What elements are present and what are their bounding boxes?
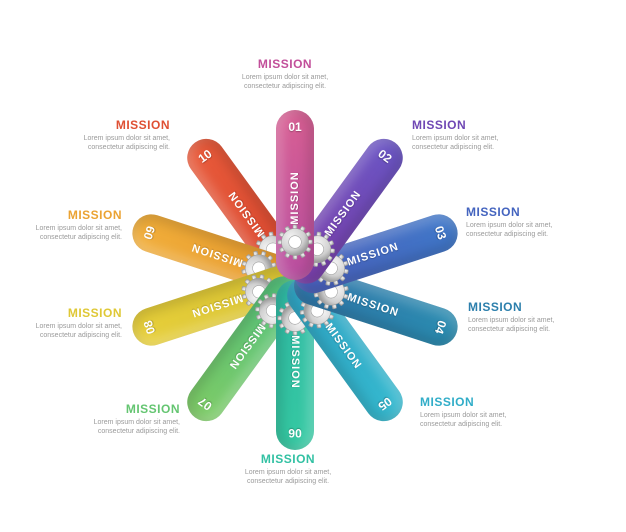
label-body: Lorem ipsum dolor sit amet, consectetur … <box>468 316 578 335</box>
label-10: MISSION Lorem ipsum dolor sit amet, conse… <box>60 118 170 153</box>
label-09: MISSION Lorem ipsum dolor sit amet, conse… <box>12 208 122 243</box>
infographic-stage: 01MISSION 02MISSION 03MISSION <box>0 0 626 532</box>
label-body: Lorem ipsum dolor sit amet, consectetur … <box>420 411 530 430</box>
petal-number: 04 <box>428 307 453 347</box>
label-body: Lorem ipsum dolor sit amet, consectetur … <box>230 73 340 92</box>
label-06: MISSION Lorem ipsum dolor sit amet, conse… <box>233 452 343 487</box>
label-title: MISSION <box>60 118 170 132</box>
petal-label: MISSION <box>226 189 267 239</box>
petal-number: 05 <box>365 387 404 421</box>
label-title: MISSION <box>70 402 180 416</box>
gear-icon <box>277 224 313 260</box>
petal-01: 01 MISSION <box>276 110 314 280</box>
label-05: MISSION Lorem ipsum dolor sit amet, conse… <box>420 395 530 430</box>
label-08: MISSION Lorem ipsum dolor sit amet, conse… <box>12 306 122 341</box>
petal-number: 08 <box>137 307 162 347</box>
label-01: MISSION Lorem ipsum dolor sit amet, conse… <box>230 57 340 92</box>
petal-label: MISSION <box>226 321 267 371</box>
label-body: Lorem ipsum dolor sit amet, consectetur … <box>466 221 576 240</box>
petal-number: 10 <box>186 139 225 173</box>
label-03: MISSION Lorem ipsum dolor sit amet, conse… <box>466 205 576 240</box>
petal-label: MISSION <box>190 241 245 269</box>
petal-label: MISSION <box>346 291 401 319</box>
petal-label: MISSION <box>323 189 364 239</box>
petal-number: 01 <box>276 120 314 134</box>
petal-number: 09 <box>137 212 162 252</box>
petal-number: 03 <box>428 212 453 252</box>
label-body: Lorem ipsum dolor sit amet, consectetur … <box>233 468 343 487</box>
label-body: Lorem ipsum dolor sit amet, consectetur … <box>70 418 180 437</box>
label-title: MISSION <box>468 300 578 314</box>
petal-label: MISSION <box>289 171 301 224</box>
label-title: MISSION <box>12 306 122 320</box>
petal-label: MISSION <box>289 335 301 388</box>
label-title: MISSION <box>466 205 576 219</box>
label-title: MISSION <box>420 395 530 409</box>
petal-number: 02 <box>365 139 404 173</box>
label-04: MISSION Lorem ipsum dolor sit amet, conse… <box>468 300 578 335</box>
label-body: Lorem ipsum dolor sit amet, consectetur … <box>60 134 170 153</box>
petal-label: MISSION <box>190 291 245 319</box>
label-body: Lorem ipsum dolor sit amet, consectetur … <box>12 224 122 243</box>
label-title: MISSION <box>412 118 522 132</box>
petal-number: 07 <box>186 387 225 421</box>
label-title: MISSION <box>233 452 343 466</box>
petal-label: MISSION <box>323 321 364 371</box>
label-body: Lorem ipsum dolor sit amet, consectetur … <box>12 322 122 341</box>
label-title: MISSION <box>230 57 340 71</box>
label-title: MISSION <box>12 208 122 222</box>
petal-number: 06 <box>276 426 314 440</box>
label-02: MISSION Lorem ipsum dolor sit amet, conse… <box>412 118 522 153</box>
petal-label: MISSION <box>346 241 401 269</box>
label-body: Lorem ipsum dolor sit amet, consectetur … <box>412 134 522 153</box>
label-07: MISSION Lorem ipsum dolor sit amet, conse… <box>70 402 180 437</box>
